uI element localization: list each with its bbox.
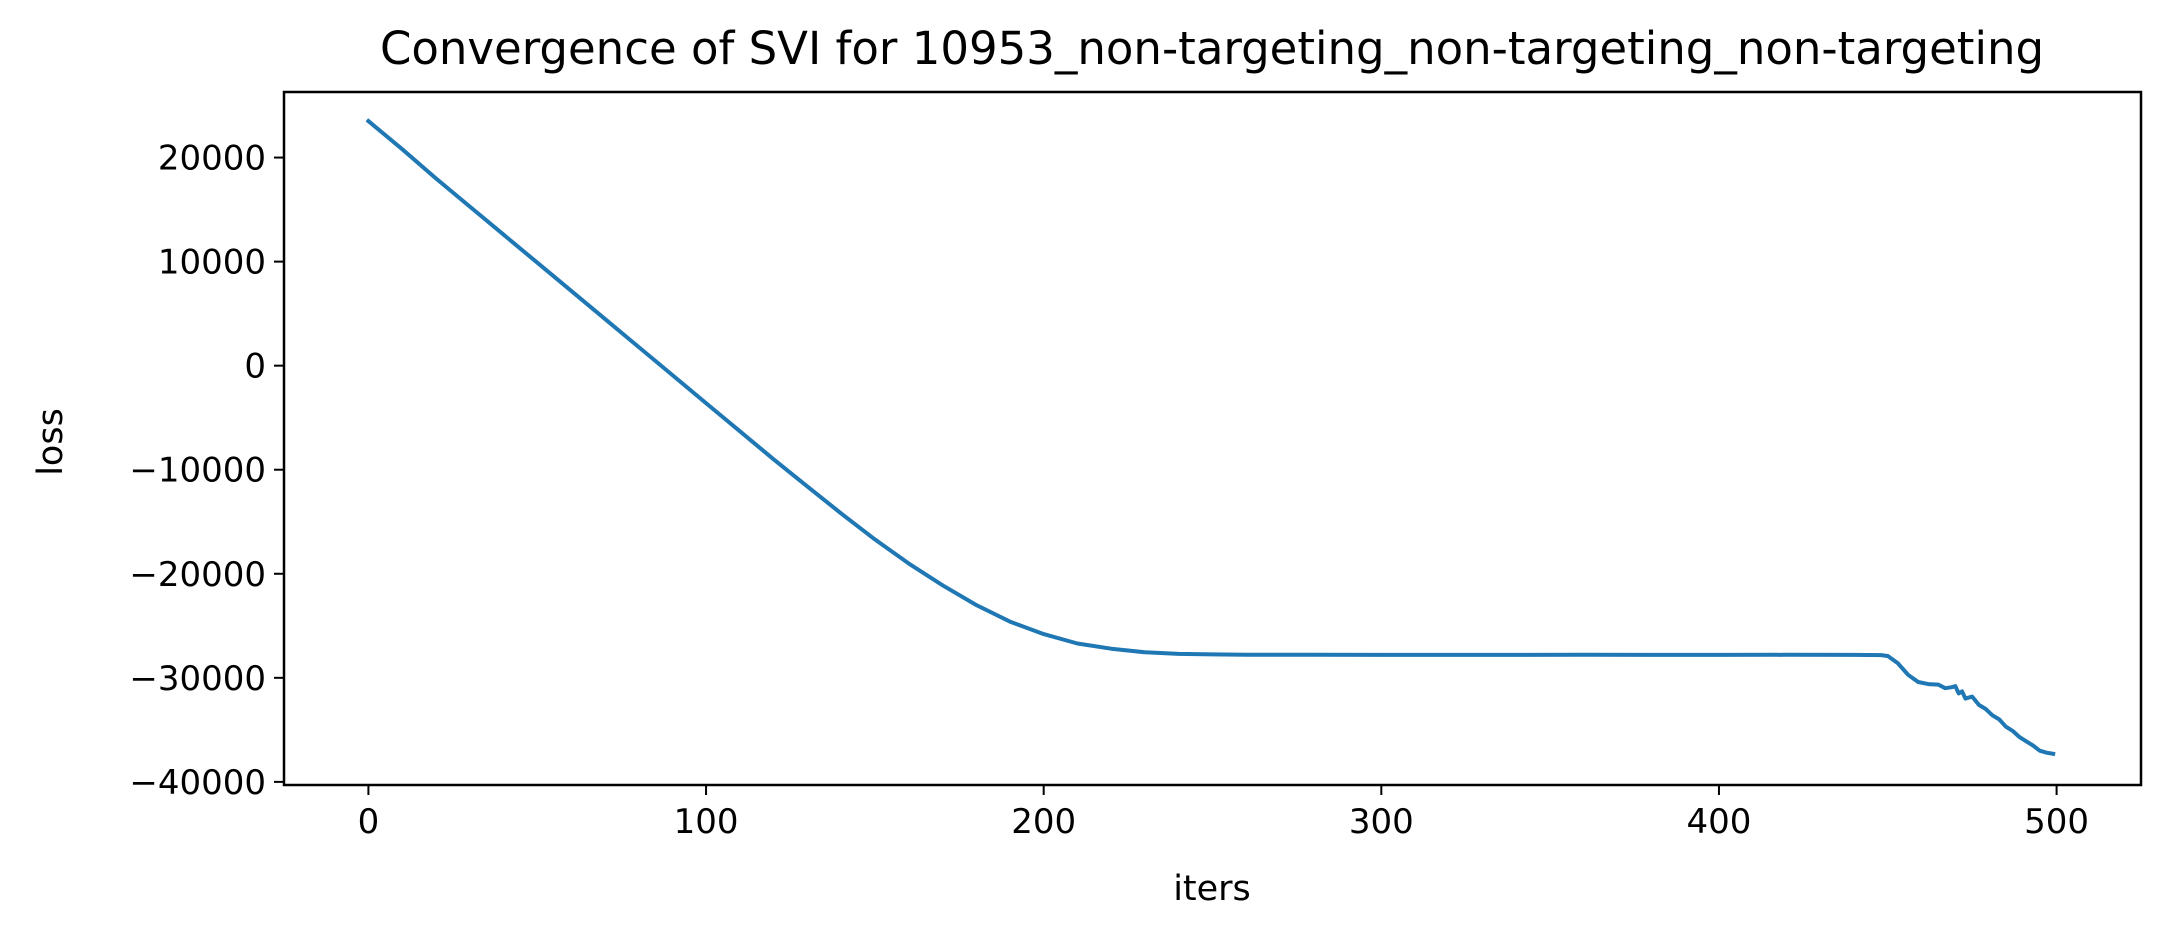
plot-frame [282, 90, 2143, 787]
x-tick-label: 400 [1687, 802, 1752, 842]
x-tick-label: 200 [1011, 802, 1076, 842]
x-tick-label: 500 [2024, 802, 2089, 842]
y-axis-label: loss [31, 408, 71, 476]
y-tick-label: −40000 [129, 763, 266, 803]
y-tick-label: 10000 [158, 243, 266, 283]
y-tick-label: −30000 [129, 659, 266, 699]
x-tick-label: 0 [358, 802, 380, 842]
y-axis: −40000 −30000 −20000 −10000 0 10000 20000 [129, 139, 284, 803]
x-axis-label: iters [1173, 869, 1251, 909]
y-tick-label: −10000 [129, 451, 266, 491]
series-line [365, 118, 2056, 757]
x-tick-label: 100 [674, 802, 739, 842]
x-tick-label: 300 [1349, 802, 1414, 842]
x-axis: 0 100 200 300 400 500 [358, 785, 2089, 842]
y-tick-label: 0 [244, 347, 266, 387]
y-tick-label: 20000 [158, 139, 266, 179]
chart-title: Convergence of SVI for 10953_non-targeti… [380, 22, 2044, 75]
plot-area [282, 90, 2143, 787]
y-tick-label: −20000 [129, 555, 266, 595]
